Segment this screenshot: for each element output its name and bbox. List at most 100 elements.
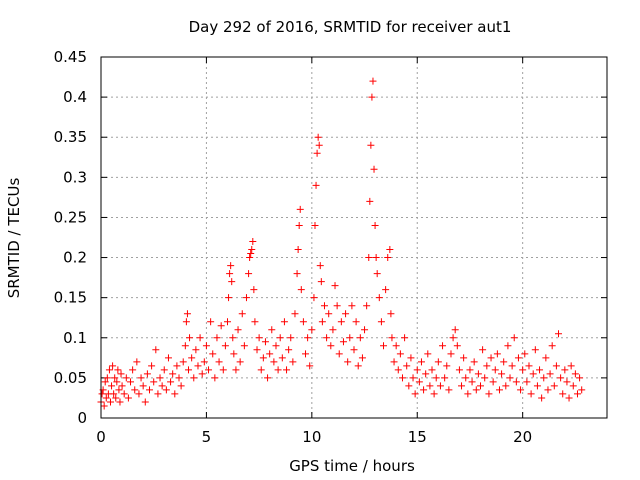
data-point xyxy=(318,318,326,326)
y-tick-label: 0.15 xyxy=(54,289,87,307)
data-point xyxy=(394,366,402,374)
data-point xyxy=(175,374,183,382)
data-point xyxy=(460,354,468,362)
data-point xyxy=(257,366,265,374)
data-point xyxy=(557,374,565,382)
data-point xyxy=(348,302,356,310)
data-point xyxy=(98,390,106,398)
data-point xyxy=(342,310,350,318)
data-point xyxy=(215,358,223,366)
data-point xyxy=(377,318,385,326)
data-point xyxy=(544,386,552,394)
data-point xyxy=(179,358,187,366)
data-point xyxy=(116,398,124,406)
data-point xyxy=(443,362,451,370)
data-point xyxy=(110,390,118,398)
data-point xyxy=(306,362,314,370)
data-point xyxy=(422,370,430,378)
data-point xyxy=(372,254,380,262)
data-point xyxy=(375,294,383,302)
data-point xyxy=(261,338,269,346)
data-point xyxy=(143,370,151,378)
x-axis-label: GPS time / hours xyxy=(289,457,415,475)
data-point xyxy=(403,362,411,370)
data-point xyxy=(135,390,143,398)
data-point xyxy=(354,362,362,370)
data-points xyxy=(97,77,586,410)
data-point xyxy=(287,334,295,342)
data-point xyxy=(167,378,175,386)
data-point xyxy=(115,386,123,394)
data-point xyxy=(413,366,421,374)
data-point xyxy=(481,374,489,382)
data-point xyxy=(432,374,440,382)
data-point xyxy=(205,366,213,374)
data-point xyxy=(113,378,121,386)
data-point xyxy=(401,334,409,342)
data-point xyxy=(510,334,518,342)
data-point xyxy=(325,310,333,318)
data-point xyxy=(477,382,484,390)
data-point xyxy=(109,362,117,370)
data-point xyxy=(550,382,558,390)
data-point xyxy=(183,310,191,318)
data-point xyxy=(417,358,425,366)
data-point xyxy=(246,254,254,262)
data-point xyxy=(196,334,204,342)
data-point xyxy=(253,346,261,354)
data-point xyxy=(177,382,185,390)
plot-frame xyxy=(100,56,608,419)
data-point xyxy=(365,254,373,262)
data-point xyxy=(129,366,137,374)
data-point xyxy=(344,358,352,366)
data-point xyxy=(248,246,256,254)
data-point xyxy=(221,342,229,350)
data-point xyxy=(493,350,501,358)
data-point xyxy=(156,374,164,382)
data-point xyxy=(472,386,480,394)
y-tick-label: 0.45 xyxy=(54,48,87,66)
data-point xyxy=(455,366,463,374)
data-point xyxy=(152,346,160,354)
data-point xyxy=(398,374,406,382)
data-point xyxy=(576,374,584,382)
data-point xyxy=(517,386,525,394)
data-point xyxy=(108,382,116,390)
data-point xyxy=(164,354,172,362)
data-point xyxy=(317,278,325,286)
data-point xyxy=(102,394,110,402)
x-tick-label: 5 xyxy=(202,428,212,446)
data-point xyxy=(105,366,113,374)
data-point xyxy=(356,334,364,342)
data-point xyxy=(124,394,132,402)
data-point xyxy=(339,338,347,346)
data-point xyxy=(316,262,324,270)
data-point xyxy=(154,390,162,398)
data-point xyxy=(420,386,428,394)
data-point xyxy=(434,358,442,366)
data-point xyxy=(449,334,457,342)
data-point xyxy=(409,374,417,382)
data-point xyxy=(331,282,339,290)
data-point xyxy=(335,350,343,358)
data-point xyxy=(192,346,200,354)
data-point xyxy=(367,141,375,149)
data-point xyxy=(521,350,529,358)
data-point xyxy=(194,362,202,370)
data-point xyxy=(369,77,377,85)
data-point xyxy=(350,346,358,354)
data-point xyxy=(527,390,535,398)
data-point xyxy=(160,366,168,374)
data-point xyxy=(127,378,135,386)
data-point xyxy=(278,354,286,362)
data-point xyxy=(468,378,476,386)
data-point xyxy=(506,374,514,382)
y-tick-label: 0.35 xyxy=(54,128,87,146)
chart-title: Day 292 of 2016, SRMTID for receiver aut… xyxy=(189,18,512,36)
data-point xyxy=(495,386,503,394)
data-point xyxy=(405,382,413,390)
data-point xyxy=(274,366,282,374)
data-point xyxy=(280,318,288,326)
data-point xyxy=(390,358,398,366)
